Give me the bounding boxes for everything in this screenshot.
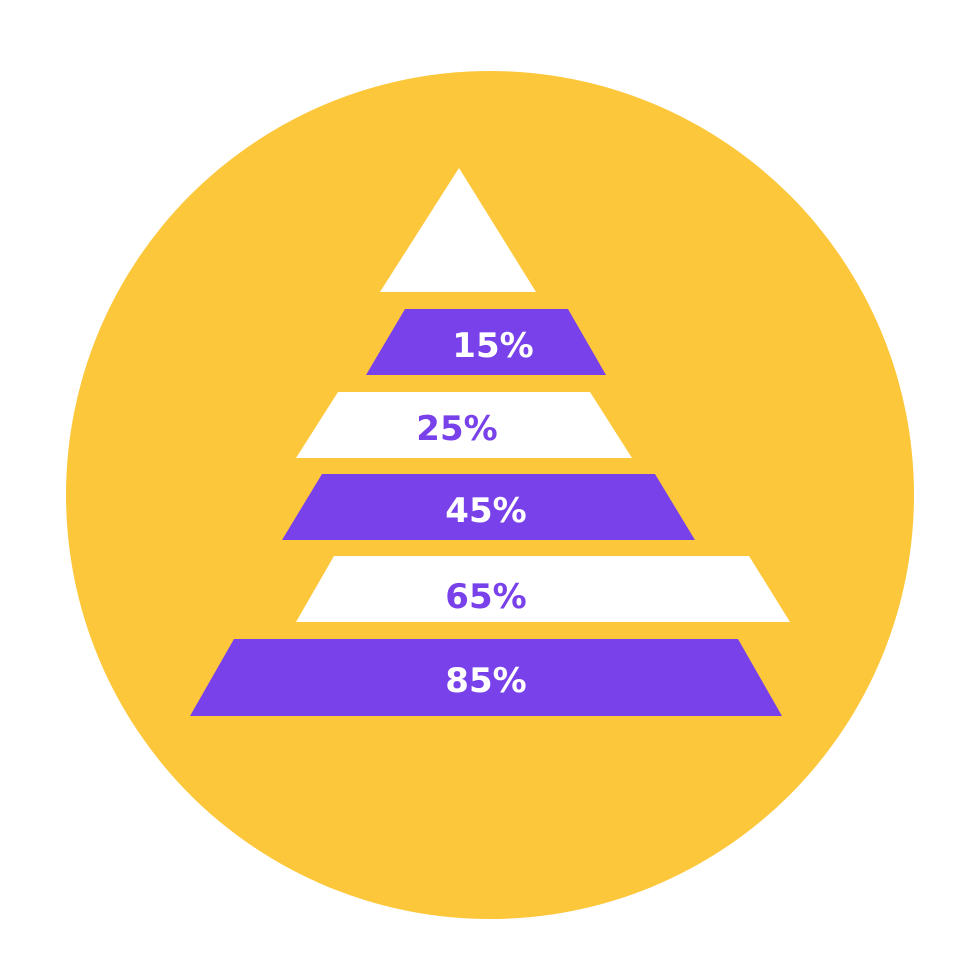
pyramid-tier-3-label: 45%	[445, 491, 526, 531]
pyramid-tier-3	[282, 474, 695, 540]
pyramid-tier-2-label: 25%	[416, 409, 497, 449]
pyramid-tier-2	[296, 392, 632, 458]
pyramid-apex	[380, 168, 536, 292]
pyramid-tier-4-label: 65%	[445, 577, 526, 617]
pyramid-tier-4	[296, 556, 790, 622]
pyramid-tier-5-label: 85%	[445, 661, 526, 701]
pyramid-tier-1-label: 15%	[452, 326, 533, 366]
pyramid: 15% 25% 45% 65% 85%	[190, 168, 790, 716]
pyramid-tier-1	[366, 309, 606, 375]
pyramid-tier-5	[190, 639, 782, 716]
